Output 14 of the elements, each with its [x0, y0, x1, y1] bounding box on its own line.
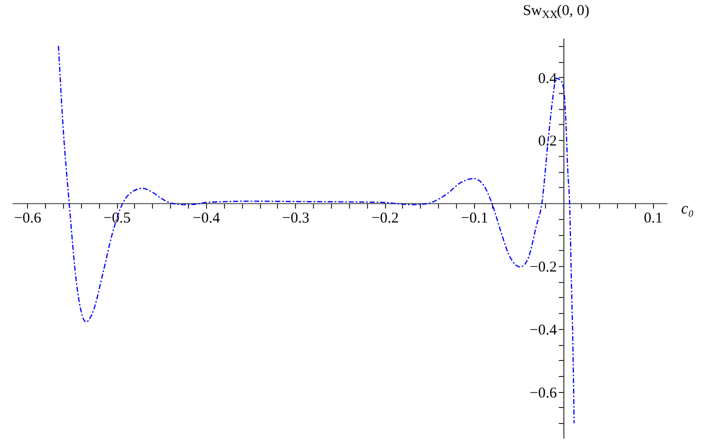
y-tick-label: −0.6 — [530, 385, 558, 402]
y-tick-label: −0.2 — [530, 259, 557, 276]
x-tick-label: −0.5 — [103, 210, 131, 227]
y-tick-label: 0.2 — [538, 134, 557, 150]
x-tick-label: −0.4 — [192, 210, 221, 227]
x-tick-label: −0.3 — [282, 210, 310, 227]
x-tick-label: −0.2 — [372, 210, 399, 227]
y-tick-label: 0.4 — [538, 70, 558, 87]
x-axis-title: c₀ — [681, 200, 694, 218]
x-tick-label: 0.1 — [644, 210, 663, 227]
x-tick-label: −0.6 — [14, 210, 42, 227]
x-tick-label: −0.1 — [460, 210, 488, 227]
line-series — [58, 45, 575, 424]
y-tick-label: −0.4 — [530, 322, 558, 338]
